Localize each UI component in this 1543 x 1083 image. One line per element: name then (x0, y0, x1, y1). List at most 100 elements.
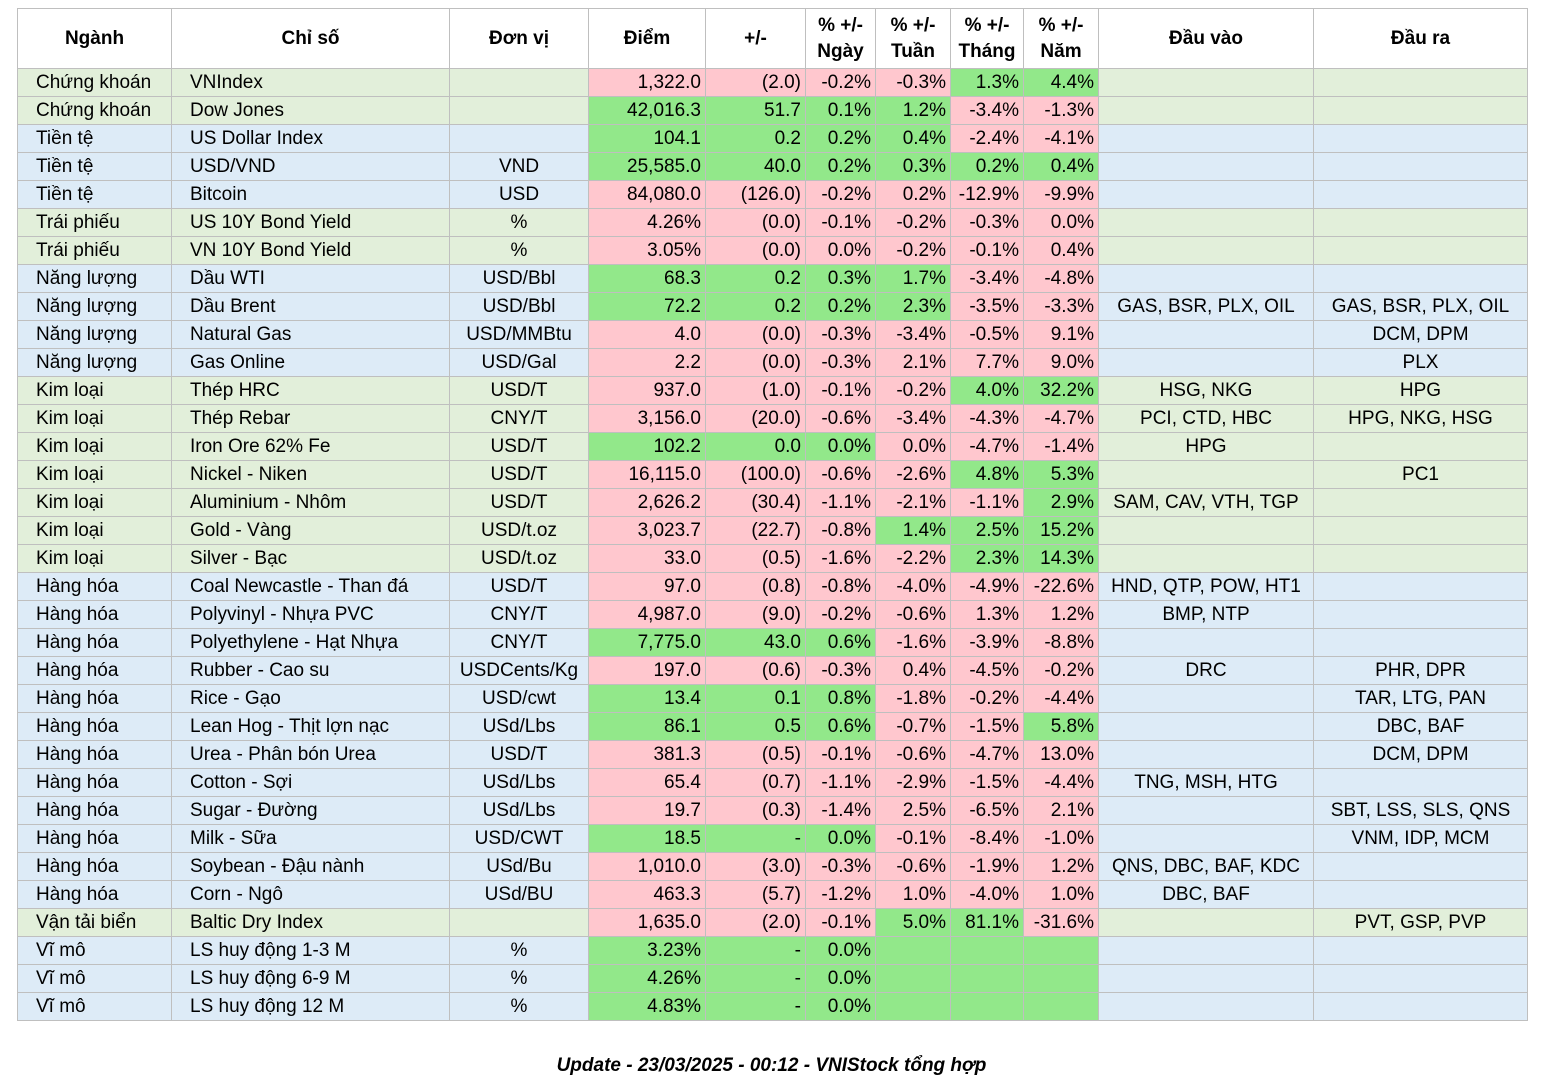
cell-nganh: Năng lượng (17, 264, 172, 293)
cell-pct-week: -2.9% (875, 768, 951, 797)
cell-diem: 42,016.3 (588, 96, 706, 125)
cell-nganh: Vận tải biển (17, 908, 172, 937)
cell-pct-year: -4.7% (1023, 404, 1099, 433)
cell-diem: 1,010.0 (588, 852, 706, 881)
cell-daura: PC1 (1313, 460, 1528, 489)
cell-daura: GAS, BSR, PLX, OIL (1313, 292, 1528, 321)
header-donvi: Đơn vị (449, 8, 589, 69)
cell-diem: 4.26% (588, 964, 706, 993)
cell-pct-year: -0.2% (1023, 656, 1099, 685)
cell-daura: PHR, DPR (1313, 656, 1528, 685)
table-row: Vận tải biển Baltic Dry Index 1,635.0 (2.0)… (17, 908, 1528, 937)
cell-pct-year: 9.1% (1023, 320, 1099, 349)
cell-dauvao (1098, 320, 1314, 349)
table-row: Tiền tệ US Dollar Index 104.1 0.2 0.2% 0.4% -2… (17, 124, 1528, 153)
cell-pct-week: 0.3% (875, 152, 951, 181)
cell-pct-day: -0.2% (805, 600, 876, 629)
cell-pct-month: 4.8% (950, 460, 1024, 489)
cell-nganh: Kim loại (17, 376, 172, 405)
cell-dauvao (1098, 796, 1314, 825)
cell-chiso: Dầu Brent (171, 292, 450, 321)
cell-change: (126.0) (705, 180, 806, 209)
table-row: Năng lượng Gas Online USD/Gal 2.2 (0.0) -0.3%… (17, 348, 1528, 377)
cell-chiso: US Dollar Index (171, 124, 450, 153)
cell-donvi: USd/Lbs (449, 768, 589, 797)
cell-pct-day: 0.0% (805, 236, 876, 265)
cell-pct-day: 0.2% (805, 292, 876, 321)
cell-pct-day: 0.2% (805, 124, 876, 153)
cell-change: (5.7) (705, 880, 806, 909)
cell-change: 51.7 (705, 96, 806, 125)
header-daura: Đầu ra (1313, 8, 1528, 69)
cell-chiso: Polyethylene - Hạt Nhựa (171, 628, 450, 657)
table-row: Hàng hóa Polyvinyl - Nhựa PVC CNY/T 4,987.0… (17, 600, 1528, 629)
cell-nganh: Kim loại (17, 404, 172, 433)
cell-dauvao (1098, 236, 1314, 265)
cell-pct-week: 5.0% (875, 908, 951, 937)
cell-nganh: Vĩ mô (17, 992, 172, 1021)
cell-change: (0.3) (705, 796, 806, 825)
table-row: Kim loại Thép Rebar CNY/T 3,156.0 (20.0) -0.6… (17, 404, 1528, 433)
cell-nganh: Hàng hóa (17, 572, 172, 601)
cell-pct-year: 32.2% (1023, 376, 1099, 405)
cell-pct-year: 5.3% (1023, 460, 1099, 489)
cell-pct-year: -3.3% (1023, 292, 1099, 321)
cell-change: 40.0 (705, 152, 806, 181)
cell-pct-day: -1.1% (805, 768, 876, 797)
cell-dauvao: HND, QTP, POW, HT1 (1098, 572, 1314, 601)
cell-dauvao (1098, 544, 1314, 573)
cell-daura (1313, 236, 1528, 265)
cell-change: (0.0) (705, 236, 806, 265)
cell-pct-day: 0.0% (805, 936, 876, 965)
cell-chiso: Thép Rebar (171, 404, 450, 433)
cell-change: (9.0) (705, 600, 806, 629)
cell-pct-week (875, 964, 951, 993)
cell-daura (1313, 992, 1528, 1021)
cell-donvi: USD/T (449, 740, 589, 769)
cell-diem: 84,080.0 (588, 180, 706, 209)
cell-chiso: Dow Jones (171, 96, 450, 125)
table-row: Tiền tệ Bitcoin USD 84,080.0 (126.0) -0.2% 0.2… (17, 180, 1528, 209)
cell-dauvao (1098, 96, 1314, 125)
cell-diem: 197.0 (588, 656, 706, 685)
cell-pct-week (875, 992, 951, 1021)
cell-change: (20.0) (705, 404, 806, 433)
cell-chiso: Lean Hog - Thịt lợn nạc (171, 712, 450, 741)
cell-pct-month: -3.4% (950, 96, 1024, 125)
cell-nganh: Năng lượng (17, 292, 172, 321)
cell-nganh: Kim loại (17, 516, 172, 545)
cell-nganh: Tiền tệ (17, 180, 172, 209)
cell-nganh: Trái phiếu (17, 236, 172, 265)
cell-donvi: USD/cwt (449, 684, 589, 713)
cell-chiso: LS huy động 12 M (171, 992, 450, 1021)
cell-pct-month: -4.7% (950, 432, 1024, 461)
cell-donvi: CNY/T (449, 404, 589, 433)
cell-diem: 72.2 (588, 292, 706, 321)
cell-donvi: USd/Lbs (449, 796, 589, 825)
cell-pct-week: -0.2% (875, 236, 951, 265)
table-row: Hàng hóa Corn - Ngô USd/BU 463.3 (5.7) -1.2% 1… (17, 880, 1528, 909)
cell-change: 43.0 (705, 628, 806, 657)
cell-nganh: Năng lượng (17, 320, 172, 349)
cell-dauvao: HSG, NKG (1098, 376, 1314, 405)
cell-pct-month: 4.0% (950, 376, 1024, 405)
cell-chiso: Soybean - Đậu nành (171, 852, 450, 881)
cell-dauvao (1098, 908, 1314, 937)
cell-daura: SBT, LSS, SLS, QNS (1313, 796, 1528, 825)
cell-change: (0.5) (705, 544, 806, 573)
table-body: Chứng khoán VNIndex 1,322.0 (2.0) -0.2% -0.3%… (17, 68, 1528, 1021)
cell-daura: HPG (1313, 376, 1528, 405)
cell-pct-month: 7.7% (950, 348, 1024, 377)
cell-daura (1313, 768, 1528, 797)
cell-pct-year: -9.9% (1023, 180, 1099, 209)
cell-pct-month (950, 964, 1024, 993)
table-row: Vĩ mô LS huy động 1-3 M% 3.23% -0.0% (17, 936, 1528, 965)
cell-change: (2.0) (705, 68, 806, 97)
cell-dauvao (1098, 348, 1314, 377)
table-row: Kim loại Gold - Vàng USD/t.oz 3,023.7 (22.7)… (17, 516, 1528, 545)
table-row: Hàng hóa Rubber - Cao su USDCents/Kg 197.0(… (17, 656, 1528, 685)
cell-diem: 19.7 (588, 796, 706, 825)
cell-pct-year: 1.2% (1023, 600, 1099, 629)
cell-daura (1313, 544, 1528, 573)
cell-chiso: Baltic Dry Index (171, 908, 450, 937)
